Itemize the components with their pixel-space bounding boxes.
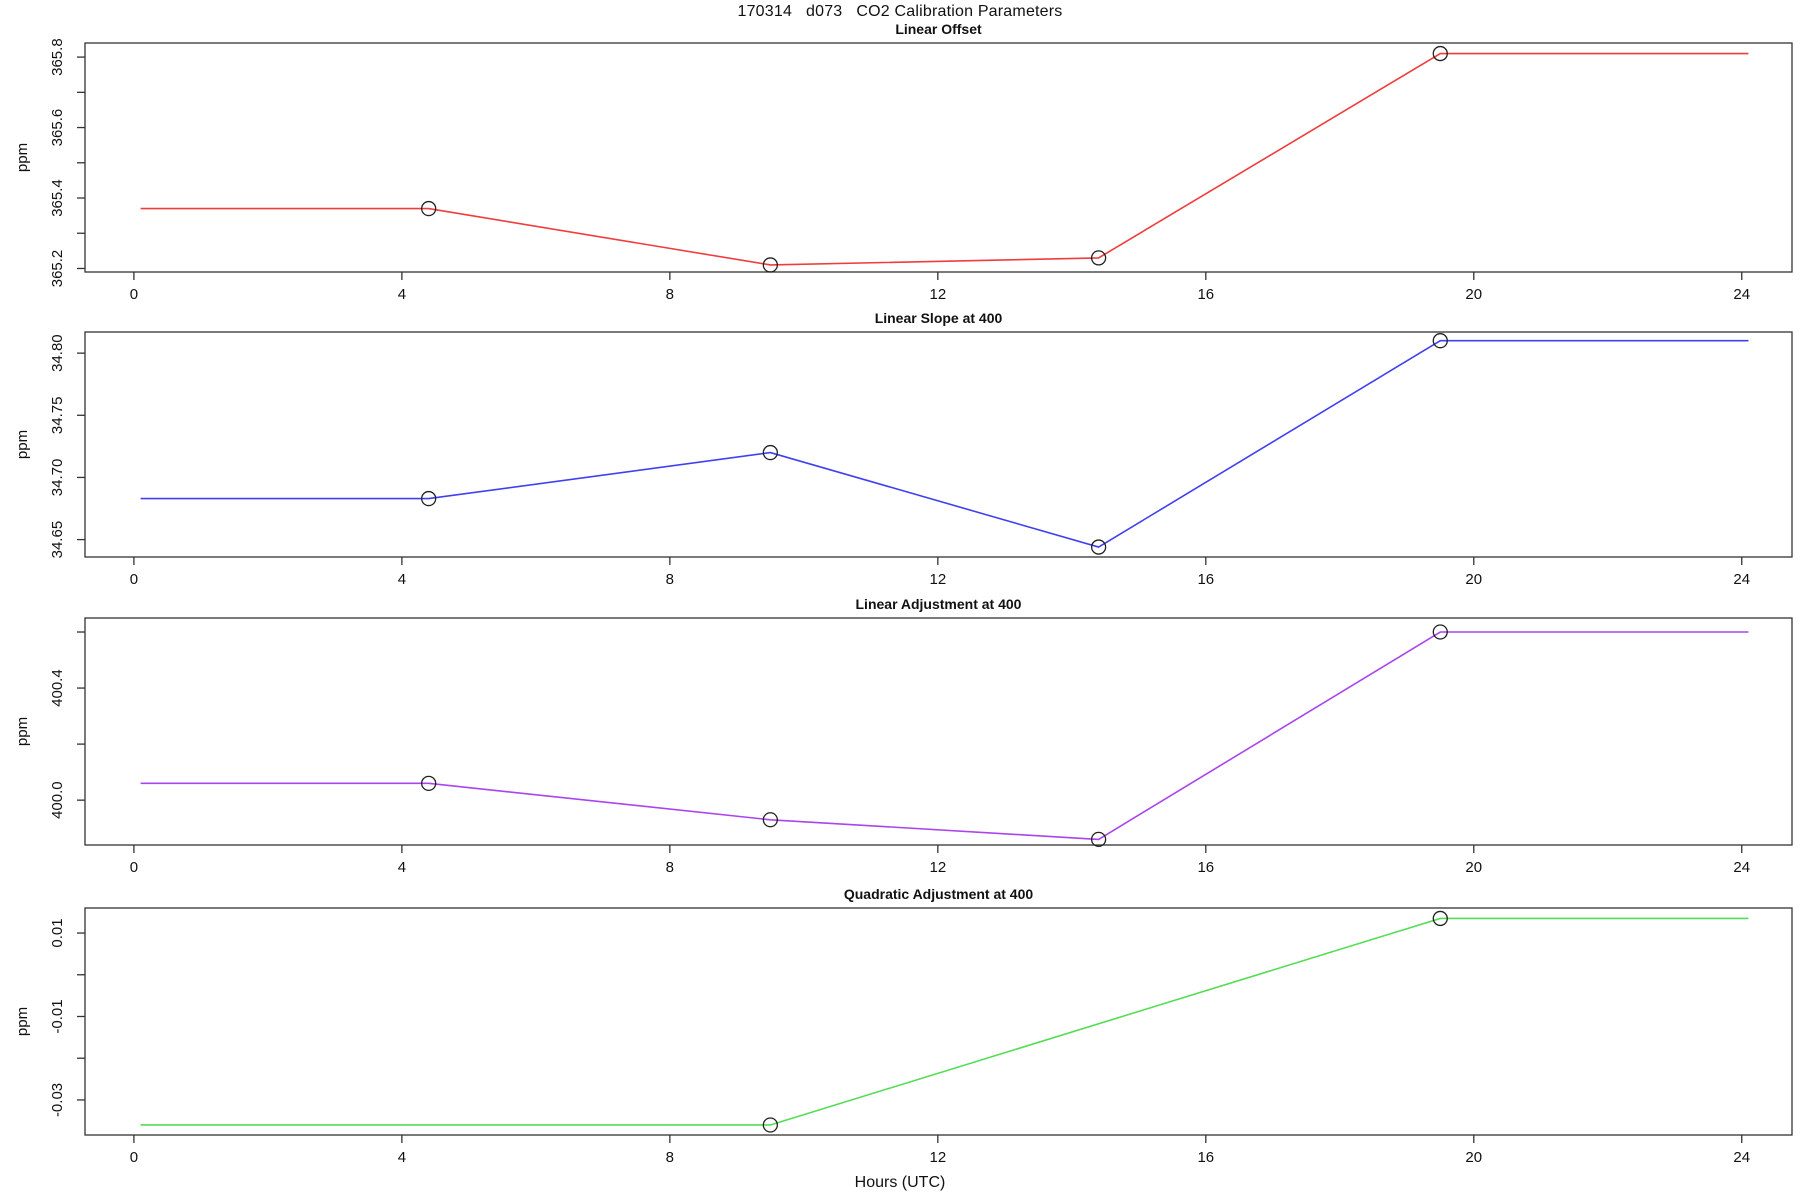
x-tick-label: 16 <box>1197 286 1214 303</box>
x-tick-label: 20 <box>1465 859 1482 876</box>
x-axis-label: Hours (UTC) <box>854 1174 946 1191</box>
x-tick-label: 8 <box>666 1149 674 1166</box>
x-tick-label: 0 <box>130 286 138 303</box>
series-line <box>140 631 1749 841</box>
plot-box <box>84 42 1793 273</box>
y-axis-label: ppm <box>14 143 31 172</box>
panel-linear-slope-at-400: Linear Slope at 400 0 4 8 12 16 20 24 34.65 34.70… <box>14 310 1793 588</box>
panel-title: Linear Adjustment at 400 <box>856 596 1022 612</box>
plot-box <box>84 907 1793 1136</box>
data-point-marker <box>1432 624 1448 640</box>
x-tick-label: 20 <box>1465 286 1482 303</box>
x-tick-label: 0 <box>130 571 138 588</box>
series-line <box>140 339 1749 548</box>
y-axis-label: ppm <box>14 430 31 459</box>
x-tick-label: 24 <box>1733 286 1750 303</box>
data-point-marker <box>421 775 437 791</box>
data-point-marker <box>762 444 778 461</box>
y-tick-label: 34.70 <box>49 459 66 497</box>
y-tick-label: 365.2 <box>49 250 66 288</box>
panel-title: Quadratic Adjustment at 400 <box>844 886 1034 902</box>
x-tick-label: 16 <box>1197 1149 1214 1166</box>
data-point-marker <box>1432 910 1448 927</box>
data-point-marker <box>1090 250 1107 266</box>
x-tick-label: 4 <box>398 571 406 588</box>
x-tick-label: 0 <box>130 1149 138 1166</box>
x-tick-label: 12 <box>929 1149 946 1166</box>
panel-title: Linear Offset <box>895 21 982 37</box>
data-point-marker <box>421 200 437 217</box>
y-axis-label: ppm <box>14 1007 31 1036</box>
y-tick-label: 0.01 <box>49 918 66 947</box>
x-tick-label: 24 <box>1733 571 1750 588</box>
y-tick-label: 400.0 <box>49 781 66 819</box>
y-axis-label: ppm <box>14 717 31 746</box>
x-tick-label: 12 <box>929 286 946 303</box>
x-tick-label: 24 <box>1733 859 1750 876</box>
y-tick-label: -0.03 <box>49 1083 66 1117</box>
x-tick-label: 20 <box>1465 571 1482 588</box>
panel-linear-adjustment-at-400: Linear Adjustment at 400 0 4 8 12 16 20 24 400.0… <box>14 596 1793 876</box>
series-line <box>140 917 1749 1126</box>
data-point-marker <box>1090 831 1107 848</box>
x-tick-label: 12 <box>929 571 946 588</box>
y-tick-label: 34.65 <box>49 521 66 559</box>
x-tick-label: 20 <box>1465 1149 1482 1166</box>
x-tick-label: 4 <box>398 286 406 303</box>
panel-title: Linear Slope at 400 <box>875 310 1003 326</box>
y-tick-label: 365.8 <box>49 38 66 76</box>
data-point-marker <box>762 1117 778 1133</box>
x-tick-label: 8 <box>666 571 674 588</box>
y-tick-label: 365.6 <box>49 109 66 147</box>
x-tick-label: 16 <box>1197 571 1214 588</box>
data-point-marker <box>762 257 778 273</box>
plot-box <box>84 331 1793 558</box>
y-tick-label: 34.75 <box>49 397 66 435</box>
y-tick-label: 34.80 <box>49 334 66 372</box>
x-tick-label: 8 <box>666 859 674 876</box>
plot-box <box>84 617 1793 846</box>
x-tick-label: 16 <box>1197 859 1214 876</box>
panel-linear-offset: Linear Offset 0 4 8 12 16 20 24 365.2 365.4 365.6 3… <box>14 21 1793 303</box>
x-tick-label: 4 <box>398 1149 406 1166</box>
y-tick-label: 400.4 <box>49 669 66 707</box>
page-title: 170314 d073 CO2 Calibration Parameters <box>737 3 1063 20</box>
series-line <box>140 52 1749 266</box>
data-point-marker <box>1432 45 1448 62</box>
x-tick-label: 24 <box>1733 1149 1750 1166</box>
data-point-marker <box>1090 539 1107 555</box>
y-tick-label: 365.4 <box>49 179 66 217</box>
data-point-marker <box>421 490 437 507</box>
x-tick-label: 12 <box>929 859 946 876</box>
panel-quadratic-adjustment-at-400: Quadratic Adjustment at 400 0 4 8 12 16 20 24 -0… <box>14 886 1793 1166</box>
x-tick-label: 4 <box>398 859 406 876</box>
data-point-marker <box>762 812 778 828</box>
x-tick-label: 0 <box>130 859 138 876</box>
y-tick-label: -0.01 <box>49 999 66 1033</box>
data-point-marker <box>1432 333 1448 349</box>
x-tick-label: 8 <box>666 286 674 303</box>
